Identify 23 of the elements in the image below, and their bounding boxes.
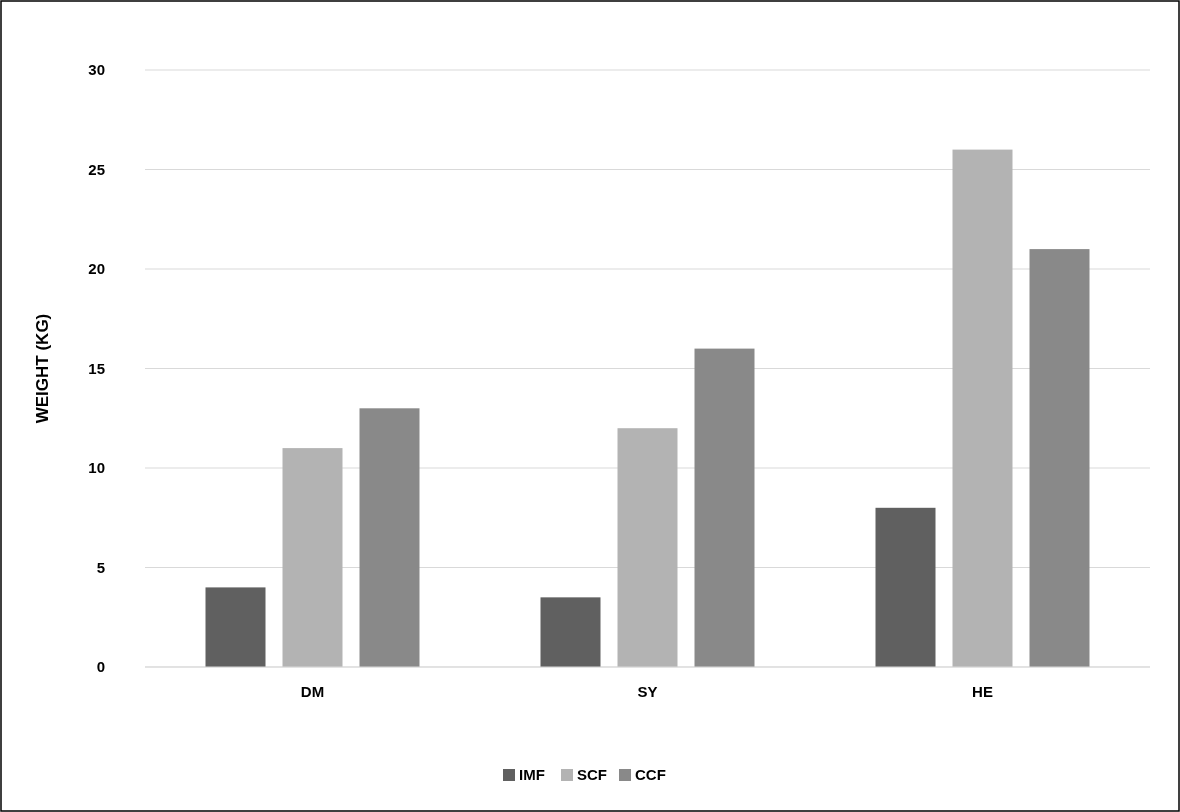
y-tick-label: 20 xyxy=(88,260,105,278)
legend-label: SCF xyxy=(577,766,607,784)
x-tick-label: HE xyxy=(972,683,993,700)
y-axis-title: WEIGHT (KG) xyxy=(33,313,52,424)
bar xyxy=(359,408,420,667)
y-tick-label: 0 xyxy=(96,658,105,676)
legend-label: CCF xyxy=(635,766,666,784)
legend-label: IMF xyxy=(519,766,545,784)
x-tick-label: DM xyxy=(300,683,325,700)
y-tick-label: 25 xyxy=(88,160,105,178)
bar xyxy=(617,428,678,667)
y-tick-label: 5 xyxy=(96,558,105,576)
bar xyxy=(875,507,936,667)
bar xyxy=(205,587,266,667)
y-tick-label: 30 xyxy=(88,61,105,79)
y-tick-label: 15 xyxy=(88,359,105,377)
bar xyxy=(282,448,343,667)
bar xyxy=(540,597,601,667)
y-tick-label: 10 xyxy=(88,459,105,477)
bar xyxy=(952,149,1013,667)
bar xyxy=(694,348,755,667)
bar xyxy=(1029,249,1090,667)
x-tick-label: SY xyxy=(637,683,658,700)
